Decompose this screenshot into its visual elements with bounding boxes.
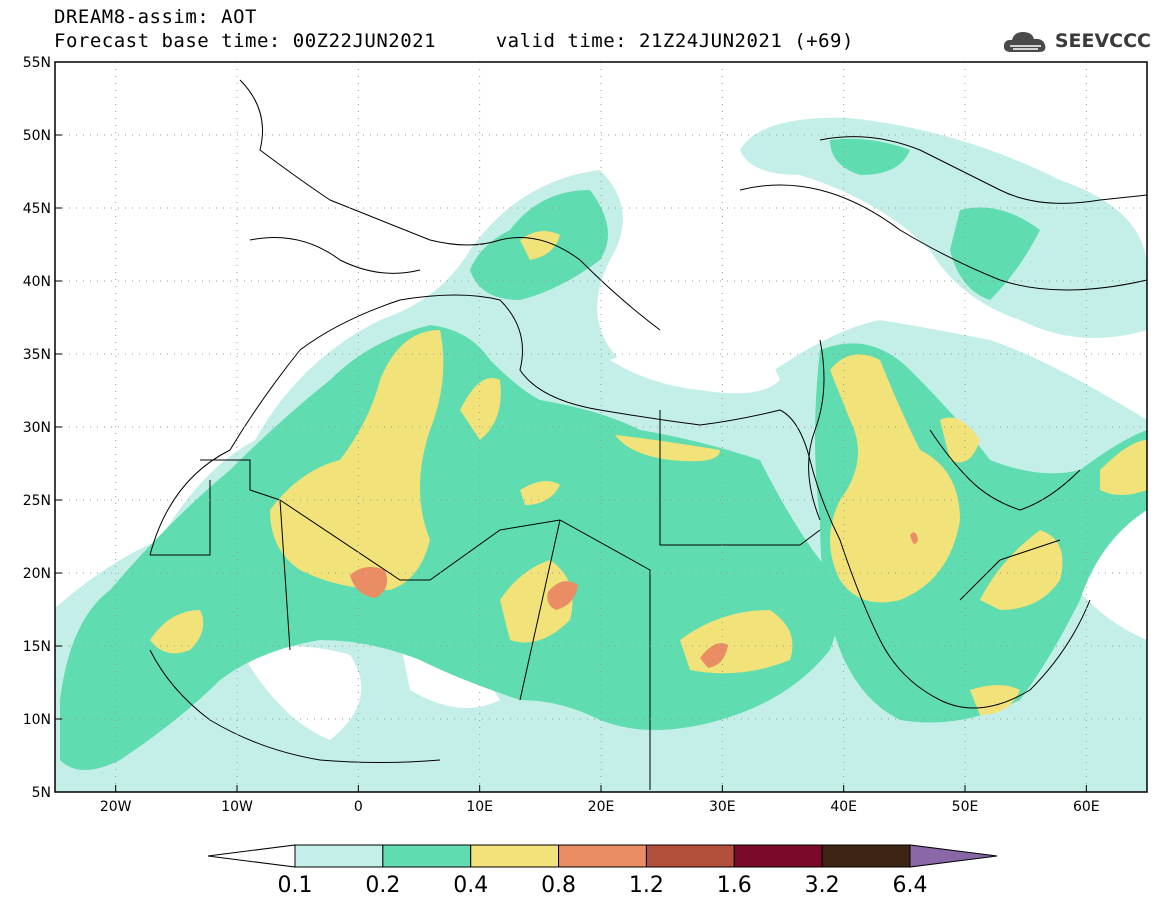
colorbar-segment [821,844,911,868]
lon-tick-label: 50E [952,799,979,815]
lat-tick-label: 55N [23,55,51,71]
lat-tick-label: 15N [23,639,51,655]
colorbar-label: 1.2 [629,873,664,898]
seevccc-logo: SEEVCCC [1001,24,1151,58]
lat-tick-label: 25N [23,493,51,509]
logo-text: SEEVCCC [1054,30,1151,52]
colorbar-low-arrow [207,844,296,868]
colorbar-segment [558,844,647,868]
lat-tick-label: 45N [23,201,51,217]
colorbar-label: 0.2 [365,873,400,898]
lon-tick-label: 60E [1073,799,1100,815]
colorbar-label: 1.6 [717,873,752,898]
lon-tick-label: 30E [709,799,736,815]
lon-tick-label: 0 [354,799,363,815]
coastlines [149,79,1147,790]
colorbar-segment [645,844,735,868]
lon-tick-label: 20W [100,799,132,815]
colorbar-label: 0.8 [541,873,576,898]
lat-tick-label: 40N [23,274,51,290]
aot-contour-0.4 [150,231,1147,715]
axis-labels: 20W 10W 0 10E 20E 30E 40E 50E 60E 5N 10N 15N 20N 25N 3… [23,55,1100,815]
lon-tick-label: 40E [830,799,857,815]
colorbar-segment [733,844,823,868]
colorbar-label: 0.1 [278,873,313,898]
colorbar: 0.1 0.2 0.4 0.8 1.2 1.6 3.2 6.4 [207,844,998,898]
colorbar-high-arrow [909,844,998,868]
colorbar-label: 0.4 [453,873,488,898]
lat-tick-label: 50N [23,128,51,144]
lat-tick-label: 30N [23,420,51,436]
lon-tick-label: 10E [466,799,493,815]
lat-tick-label: 10N [23,712,51,728]
aot-contour-0.8 [350,532,918,668]
lat-tick-label: 35N [23,347,51,363]
colorbar-segment [294,844,384,868]
lat-tick-label: 20N [23,566,51,582]
lon-tick-label: 20E [588,799,615,815]
colorbar-segment [382,844,472,868]
forecast-time-info: Forecast base time: 00Z22JUN2021 valid t… [54,30,854,52]
colorbar-label: 6.4 [893,873,928,898]
map-title: DREAM8-assim: AOT [54,6,257,28]
lon-tick-label: 10W [221,799,253,815]
cloud-icon [1003,32,1046,52]
colorbar-segment [470,844,560,868]
lat-tick-label: 5N [32,785,51,801]
colorbar-label: 3.2 [805,873,840,898]
